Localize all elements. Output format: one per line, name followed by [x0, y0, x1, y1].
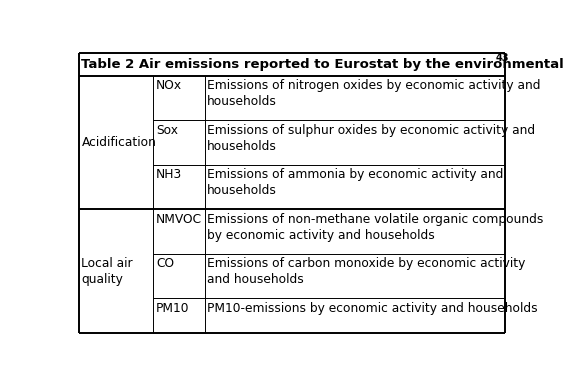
Text: Emissions of non-methane volatile organic compounds
by economic activity and hou: Emissions of non-methane volatile organi… — [207, 213, 544, 242]
Text: Emissions of carbon monoxide by economic activity
and households: Emissions of carbon monoxide by economic… — [207, 257, 526, 287]
Text: Emissions of nitrogen oxides by economic activity and
households: Emissions of nitrogen oxides by economic… — [207, 79, 541, 108]
Text: PM10-emissions by economic activity and households: PM10-emissions by economic activity and … — [207, 302, 538, 315]
Text: Table 2 Air emissions reported to Eurostat by the environmental accounts: Table 2 Air emissions reported to Eurost… — [82, 58, 567, 71]
Text: Emissions of ammonia by economic activity and
households: Emissions of ammonia by economic activit… — [207, 168, 503, 197]
Text: 43: 43 — [496, 53, 509, 63]
Text: CO: CO — [156, 257, 174, 271]
Text: NH3: NH3 — [156, 168, 182, 181]
Text: NOx: NOx — [156, 79, 182, 92]
Text: NMVOC: NMVOC — [156, 213, 202, 226]
Text: Emissions of sulphur oxides by economic activity and
households: Emissions of sulphur oxides by economic … — [207, 124, 535, 153]
Text: PM10: PM10 — [156, 302, 189, 315]
Text: Local air
quality: Local air quality — [82, 256, 133, 286]
Text: Acidification: Acidification — [82, 136, 156, 149]
Text: Sox: Sox — [156, 124, 178, 137]
